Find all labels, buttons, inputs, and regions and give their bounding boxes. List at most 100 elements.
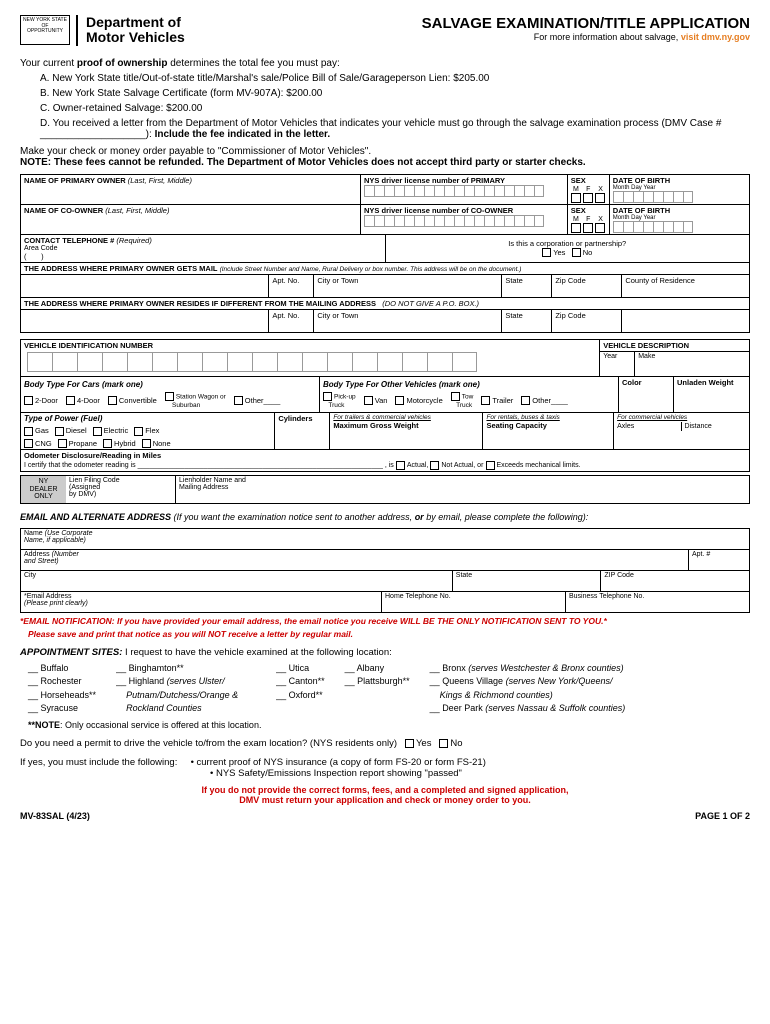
permit-requirements: If yes, you must include the following: … (20, 757, 750, 779)
email-address-label: *Email Address(Please print clearly) (21, 592, 382, 612)
department-name: Department of Motor Vehicles (76, 15, 185, 46)
sex-label: SEX (571, 176, 586, 185)
site-deerpark[interactable]: Deer Park (serves Nassau & Suffolk count… (430, 702, 630, 716)
appointment-sites: Buffalo Rochester Horseheads** Syracuse … (28, 662, 750, 716)
fuel-options[interactable]: Gas Diesel Electric Flex (24, 426, 271, 436)
sex-checkboxes-2[interactable] (571, 223, 606, 233)
corp-question: Is this a corporation or partnership? (508, 239, 626, 248)
if-yes-text: If yes, you must include the following: (20, 757, 177, 768)
axles-label: Axles (614, 422, 681, 431)
coowner-input[interactable] (24, 215, 357, 229)
fuel-label: Type of Power (Fuel) (24, 414, 271, 423)
site-horseheads[interactable]: Horseheads** (28, 689, 96, 703)
email-addr-label: Address (Numberand Street) (21, 550, 689, 570)
site-binghamton[interactable]: Binghamton** (116, 662, 256, 676)
license-coowner-input[interactable] (364, 215, 564, 227)
bt-other-label: Body Type For Other Vehicles (mark one) (323, 380, 615, 389)
lienholder-label: Lienholder Name andMailing Address (176, 476, 749, 503)
site-syracuse[interactable]: Syracuse (28, 702, 96, 716)
contact-label: CONTACT TELEPHONE # (24, 236, 114, 245)
zip-label-2: Zip Code (555, 311, 585, 320)
logo-area: NEW YORK STATE OF OPPORTUNITY Department… (20, 15, 185, 46)
license-primary-input[interactable] (364, 185, 564, 197)
email-notification-1: *EMAIL NOTIFICATION: If you have provide… (20, 616, 750, 626)
page-number: PAGE 1 OF 2 (695, 811, 750, 821)
vin-input[interactable] (24, 350, 596, 374)
dealer-section: NYDEALERONLY Lien Filing Code(Assignedby… (20, 475, 750, 504)
permit-yes: Yes (416, 738, 432, 749)
odometer-label: Odometer Disclosure/Reading in Miles (24, 451, 161, 460)
permit-no: No (450, 738, 462, 749)
year-label: Year (600, 352, 635, 376)
license-coowner-label: NYS driver license number of CO-OWNER (364, 206, 513, 215)
permit-yes-cb[interactable] (405, 739, 414, 748)
mail-addr-label: THE ADDRESS WHERE PRIMARY OWNER GETS MAI… (24, 264, 217, 273)
primary-owner-input[interactable] (24, 185, 357, 199)
email-notification-2: Please save and print that notice as you… (28, 629, 750, 639)
ny-state-logo: NEW YORK STATE OF OPPORTUNITY (20, 15, 70, 45)
appt-title-pre: APPOINTMENT SITES: (20, 647, 122, 658)
refund-note: NOTE: These fees cannot be refunded. The… (20, 157, 750, 168)
state-label: State (505, 276, 523, 285)
apt-label: Apt. No. (272, 276, 299, 285)
email-section: Name (Use CorporateName, if applicable) … (20, 528, 750, 613)
site-plattsburgh[interactable]: Plattsburgh** (345, 675, 410, 689)
max-weight-label: Maximum Gross Weight (333, 421, 479, 430)
site-canton[interactable]: Canton** (276, 675, 325, 689)
apt-label-2: Apt. No. (272, 311, 299, 320)
cylinders-label: Cylinders (278, 414, 312, 423)
corp-no-checkbox[interactable] (572, 248, 581, 257)
appt-title-post: I request to have the vehicle examined a… (125, 647, 392, 658)
dob-coowner-input[interactable] (613, 221, 746, 233)
reside-addr-sub: (DO NOT GIVE A P.O. BOX.) (382, 299, 479, 308)
reside-street-input[interactable] (21, 310, 269, 332)
distance-label: Distance (682, 422, 715, 431)
corp-yes-checkbox[interactable] (542, 248, 551, 257)
dob-label: DATE OF BIRTH (613, 176, 670, 185)
email-name-label: Name (Use CorporateName, if applicable) (21, 529, 749, 549)
coowner-sub: (Last, First, Middle) (105, 206, 169, 215)
weight-label: Unladen Weight (677, 378, 734, 387)
email-apt-label: Apt. # (689, 550, 749, 570)
sex-checkboxes[interactable] (571, 193, 606, 203)
site-queens[interactable]: Queens Village (serves New York/Queens/ … (430, 675, 630, 702)
fee-a: A. New York State title/Out-of-state tit… (40, 73, 750, 84)
warning-line2: DMV must return your application and che… (20, 795, 750, 805)
permit-q-text: Do you need a permit to drive the vehicl… (20, 738, 397, 749)
site-albany[interactable]: Albany (345, 662, 410, 676)
bt-cars-options[interactable]: 2-Door 4-Door Convertible Station Wagon … (24, 392, 316, 410)
fuel-options-2[interactable]: CNG Propane Hybrid None (24, 439, 271, 449)
email-header-post: (If you want the examination notice sent… (174, 512, 589, 522)
od-exceeds-cb[interactable] (486, 461, 495, 470)
site-oxford[interactable]: Oxford** (276, 689, 325, 703)
site-rochester[interactable]: Rochester (28, 675, 96, 689)
req2: • NYS Safety/Emissions Inspection report… (210, 768, 462, 779)
owner-section: NAME OF PRIMARY OWNER (Last, First, Midd… (20, 174, 750, 333)
email-state-label: State (453, 571, 602, 591)
site-utica[interactable]: Utica (276, 662, 325, 676)
fee-d: D. You received a letter from the Depart… (40, 118, 750, 140)
site-bronx[interactable]: Bronx (serves Westchester & Bronx counti… (430, 662, 630, 676)
dob-label-2: DATE OF BIRTH (613, 206, 670, 215)
od-actual-cb[interactable] (396, 461, 405, 470)
mail-street-input[interactable] (21, 275, 269, 297)
odometer-cert: I certify that the odometer reading is _… (24, 462, 394, 469)
color-label: Color (622, 378, 642, 387)
fee-b: B. New York State Salvage Certificate (f… (40, 88, 750, 99)
phone-input[interactable]: ( ) (24, 252, 382, 261)
coowner-label: NAME OF CO-OWNER (24, 206, 103, 215)
form-subtitle: For more information about salvage, visi… (422, 32, 750, 42)
dealer-only-label: NYDEALERONLY (21, 476, 66, 503)
permit-no-cb[interactable] (439, 739, 448, 748)
od-actual: Actual, (407, 462, 428, 469)
od-not-cb[interactable] (430, 461, 439, 470)
dmv-link[interactable]: visit dmv.ny.gov (681, 32, 750, 42)
title-area: SALVAGE EXAMINATION/TITLE APPLICATION Fo… (422, 15, 750, 42)
dob-primary-input[interactable] (613, 191, 746, 203)
site-buffalo[interactable]: Buffalo (28, 662, 96, 676)
primary-owner-label: NAME OF PRIMARY OWNER (24, 176, 126, 185)
primary-owner-sub: (Last, First, Middle) (128, 176, 192, 185)
vin-label: VEHICLE IDENTIFICATION NUMBER (24, 341, 153, 350)
bt-other-options[interactable]: Pick-up Truck Van Motorcycle Tow Truck T… (323, 392, 615, 410)
site-highland[interactable]: Highland (serves Ulster/ Putnam/Dutchess… (116, 675, 256, 716)
